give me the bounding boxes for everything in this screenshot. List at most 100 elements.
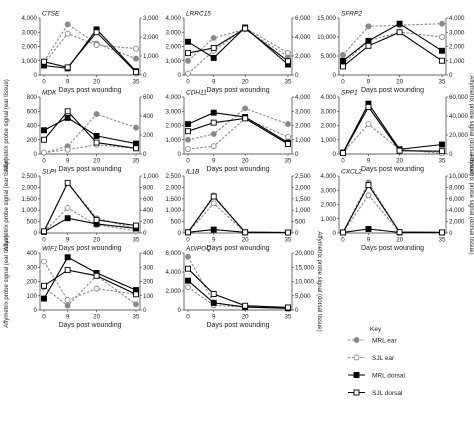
series-sjl-dorsal (185, 193, 291, 236)
data-point-sjl-dorsal (365, 42, 372, 49)
data-point-sjl-ear (210, 200, 217, 207)
series-sjl-ear (340, 192, 445, 236)
y-tick-label-right: 4,000 (449, 15, 465, 22)
y-tick-label-left: 0 (34, 72, 38, 79)
series-mrl-dorsal (340, 20, 445, 64)
series-line-sjl-dorsal (342, 105, 443, 154)
panel-title: IL1B (186, 169, 200, 176)
data-point-mrl-dorsal (365, 37, 372, 44)
y-tick-label-right: 4,000 (449, 207, 465, 214)
data-point-sjl-ear (285, 49, 291, 56)
y-tick-label-right: 1,000 (295, 207, 311, 214)
legend-label: SJL ear (372, 355, 395, 362)
panel-ctse: 0 9 20 3501,0002,0003,0004,00001,0002,0003,… (22, 11, 160, 95)
panel-title: CTSE (42, 11, 60, 18)
data-point-sjl-dorsal (439, 57, 445, 64)
data-point-sjl-dorsal (285, 58, 291, 65)
series-sjl-dorsal (340, 182, 445, 236)
y-tick-label-right: 2,000 (449, 44, 465, 51)
data-point-sjl-ear (365, 121, 372, 128)
panel-wif1: 0 9 20 3501002003004000100200300400WIF1Affy… (4, 235, 154, 329)
legend-marker (353, 372, 360, 378)
y-tick-label-left: 3,000 (166, 29, 182, 36)
x-tick-label: 9 (212, 79, 216, 86)
data-point-mrl-dorsal (210, 299, 217, 306)
series-line-sjl-dorsal (43, 269, 137, 295)
series-line-mrl-ear (43, 275, 137, 307)
data-point-mrl-dorsal (396, 20, 403, 27)
x-axis-title: Days post wounding (206, 245, 269, 252)
y-axis-title-right: Affymetrix probe signal (dorsal tissue) (468, 154, 474, 254)
data-point-sjl-dorsal (93, 29, 100, 36)
y-tick-label-left: 1,000 (321, 137, 337, 144)
y-tick-label-right: 400 (143, 207, 154, 214)
x-tick-label: 0 (42, 237, 46, 244)
series-line-sjl-ear (342, 31, 443, 65)
data-point-mrl-dorsal (210, 109, 217, 116)
y-tick-label-right: 2,000 (143, 34, 159, 41)
data-point-mrl-ear (285, 121, 291, 128)
y-tick-label-left: 5,000 (321, 53, 337, 60)
y-tick-label-right: 6,000 (295, 15, 311, 22)
x-tick-label: 0 (186, 237, 190, 244)
x-axis-title: Days post wounding (361, 166, 424, 173)
y-tick-label-left: 2,000 (166, 44, 182, 51)
y-tick-label-right: 1,000 (143, 53, 159, 60)
data-point-sjl-dorsal (396, 229, 403, 236)
series-sjl-ear (41, 204, 139, 235)
data-point-sjl-dorsal (439, 148, 445, 155)
series-sjl-dorsal (185, 25, 291, 65)
y-tick-label-left: 1,000 (166, 58, 182, 65)
series-line-sjl-dorsal (187, 268, 289, 308)
y-tick-label-left: 600 (27, 108, 38, 115)
data-point-sjl-ear (93, 42, 100, 49)
data-point-sjl-dorsal (64, 267, 71, 274)
y-tick-label-left: 2,000 (166, 184, 182, 191)
panel-title: MDK (42, 90, 57, 97)
y-tick-label-left: 1,000 (166, 207, 182, 214)
data-point-mrl-dorsal (93, 132, 100, 139)
data-point-mrl-ear (185, 253, 191, 260)
data-point-mrl-dorsal (64, 254, 71, 261)
legend-marker (353, 389, 360, 396)
y-tick-label-right: 5,000 (295, 293, 311, 300)
x-tick-label: 35 (285, 158, 292, 165)
y-tick-label-left: 15,000 (317, 15, 336, 22)
y-tick-label-right: 2,000 (295, 184, 311, 191)
series-line-sjl-ear (43, 33, 137, 64)
x-tick-label: 35 (439, 158, 446, 165)
data-point-mrl-ear (133, 55, 139, 62)
series-line-mrl-ear (342, 23, 443, 56)
series-mrl-ear (41, 111, 139, 156)
panel-title: SLPI (42, 169, 56, 176)
data-point-mrl-ear (133, 301, 139, 308)
y-tick-label-left: 2,000 (22, 44, 38, 51)
y-tick-label-left: 0 (178, 72, 182, 79)
series-line-sjl-ear (187, 286, 289, 309)
y-tick-label-right: 8,000 (449, 184, 465, 191)
y-axis-title-right: Affymetrix probe signal (dorsal tissue) (316, 231, 322, 331)
data-point-sjl-ear (285, 133, 291, 140)
y-tick-label-right: 2,000 (449, 219, 465, 226)
series-line-sjl-ear (43, 207, 137, 232)
x-tick-label: 0 (341, 158, 345, 165)
series-line-mrl-dorsal (342, 102, 443, 153)
y-tick-label-left: 3,000 (321, 108, 337, 115)
data-point-sjl-ear (133, 45, 139, 52)
y-tick-label-right: 300 (143, 264, 154, 271)
series-sjl-dorsal (185, 265, 291, 311)
data-point-sjl-dorsal (185, 229, 191, 236)
x-tick-label: 0 (186, 158, 190, 165)
x-tick-label: 0 (341, 79, 345, 86)
y-tick-label-right: 4,000 (295, 94, 311, 101)
y-tick-label-left: 1,000 (22, 207, 38, 214)
x-tick-label: 20 (242, 79, 249, 86)
x-tick-label: 9 (66, 314, 70, 321)
series-line-sjl-dorsal (187, 27, 289, 62)
data-point-sjl-ear (41, 149, 47, 156)
data-point-sjl-dorsal (64, 108, 71, 115)
data-point-mrl-dorsal (185, 38, 191, 45)
panel-cdh11: 0 9 20 3501,0002,0003,0004,00001,0002,0003,… (166, 90, 312, 174)
y-tick-label-left: 3,000 (321, 187, 337, 194)
